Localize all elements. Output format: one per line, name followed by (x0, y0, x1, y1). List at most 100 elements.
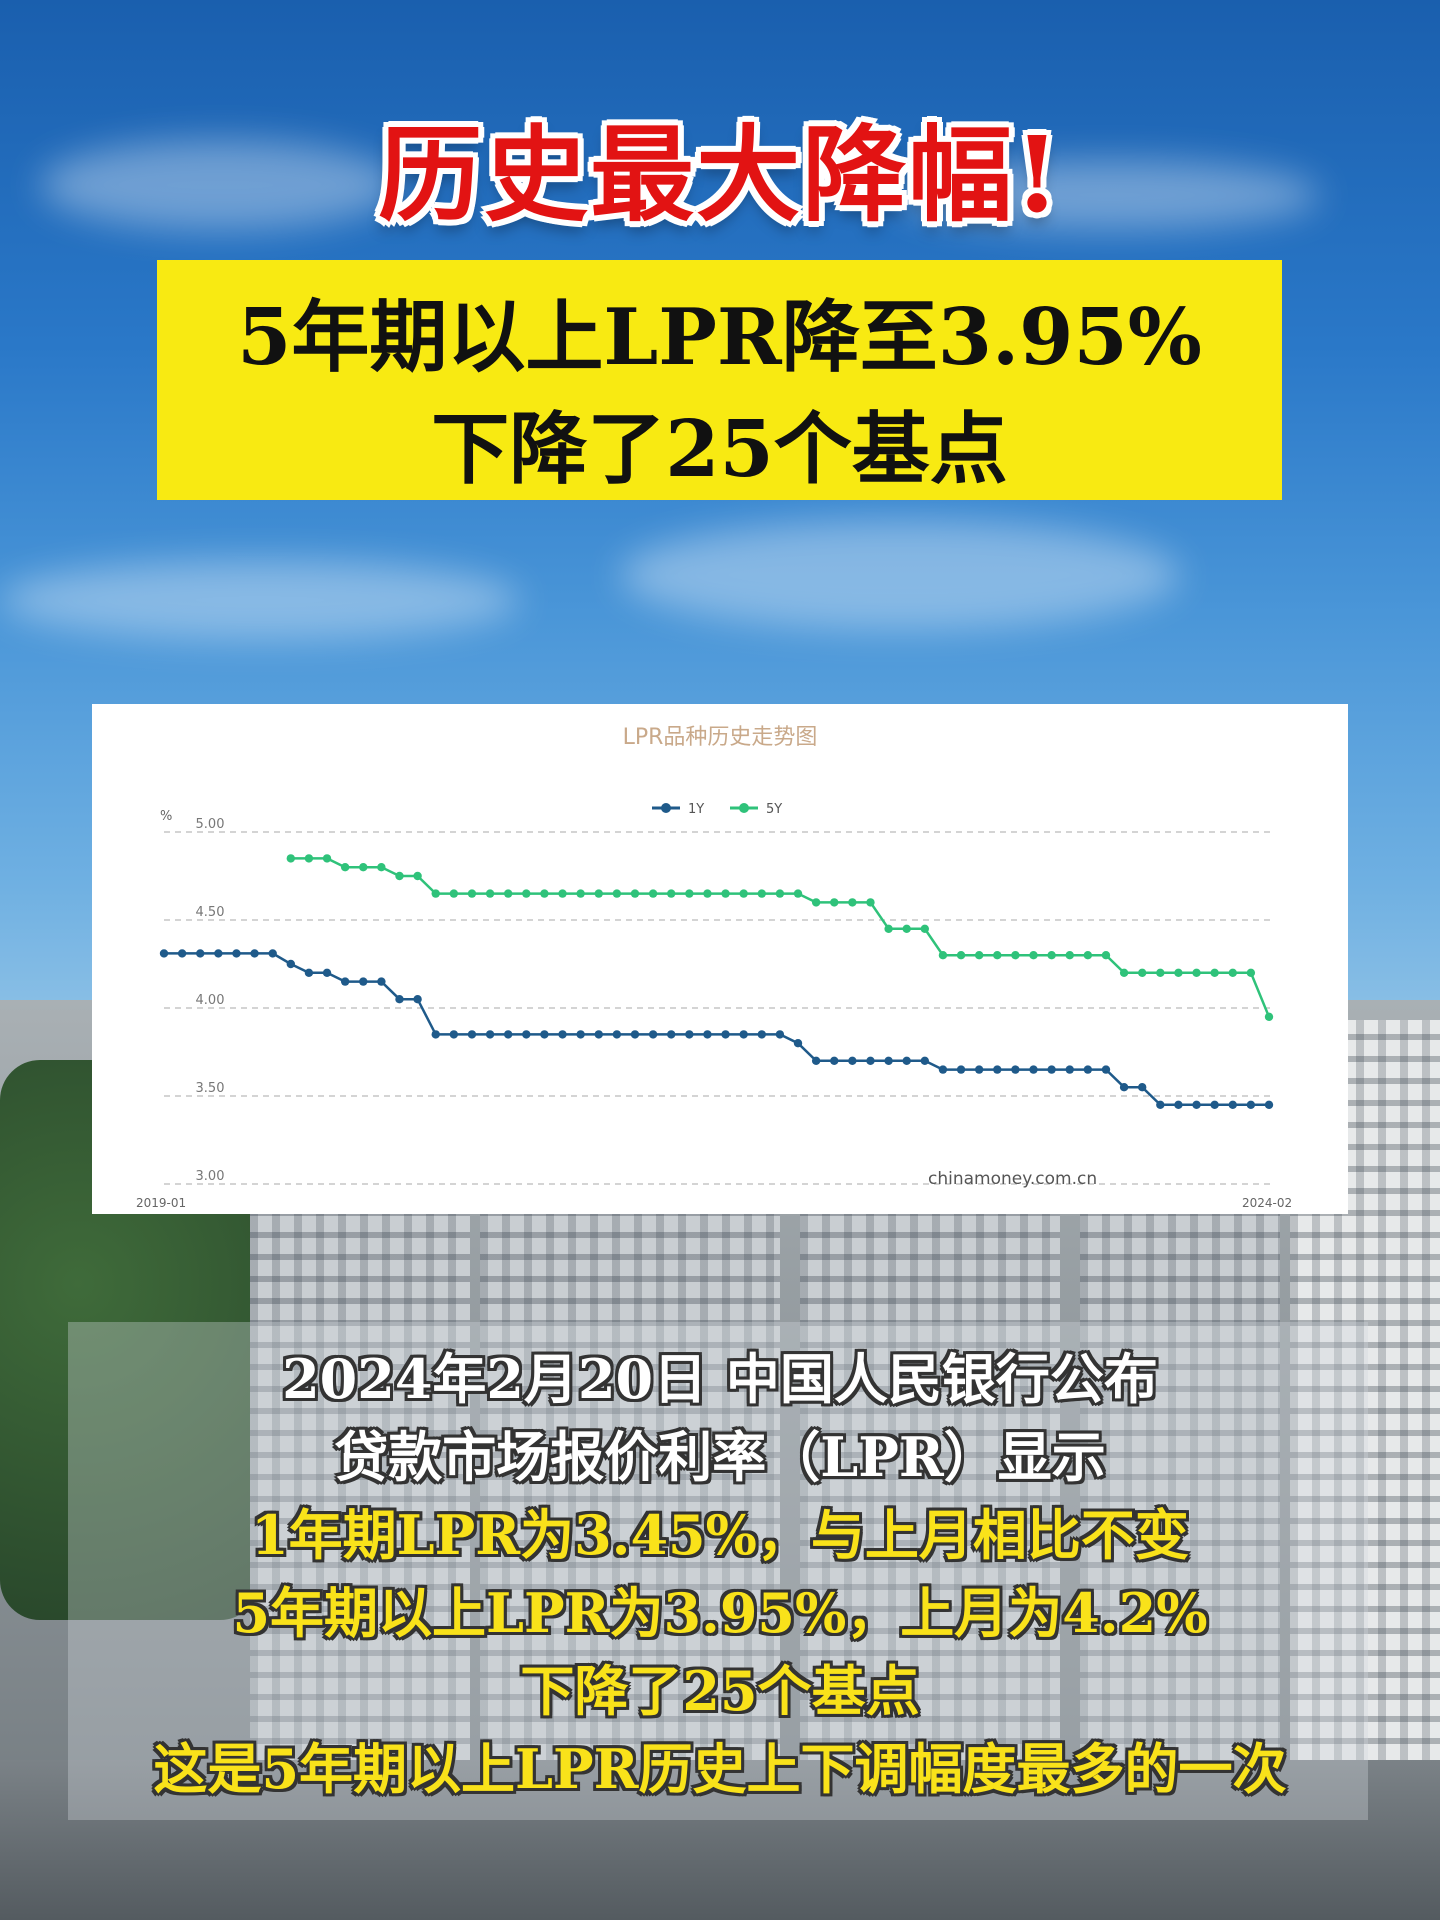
data-point-1Y (232, 949, 241, 958)
data-point-1Y (739, 1030, 748, 1039)
data-point-5Y (359, 863, 368, 872)
data-point-1Y (1228, 1100, 1237, 1109)
body-line-2: 贷款市场报价利率（LPR）显示 (334, 1425, 1106, 1489)
data-point-5Y (902, 924, 911, 933)
data-point-5Y (1228, 968, 1237, 977)
data-point-1Y (286, 959, 296, 969)
data-point-5Y (467, 889, 477, 898)
data-point-1Y (1029, 1065, 1038, 1074)
data-point-5Y (685, 889, 694, 898)
banner-line-2: 下降了25个基点 (431, 404, 1008, 495)
series-line-5Y (290, 857, 1271, 1018)
data-point-1Y (648, 1030, 658, 1039)
data-point-1Y (594, 1030, 603, 1039)
data-point-5Y (413, 871, 422, 881)
watermark: chinamoney.com.cn (928, 1169, 1097, 1189)
data-point-1Y (793, 1039, 803, 1048)
data-point-5Y (540, 889, 549, 898)
data-point-1Y (974, 1065, 984, 1074)
y-tick-label: 3.50 (196, 1081, 225, 1096)
data-point-5Y (503, 889, 513, 898)
data-point-1Y (340, 977, 350, 986)
data-point-5Y (1065, 951, 1074, 960)
data-point-1Y (558, 1030, 567, 1039)
legend-marker-5Y (739, 803, 749, 813)
body-line-6: 这是5年期以上LPR历史上下调幅度最多的一次 (153, 1737, 1287, 1801)
data-point-1Y (1246, 1100, 1256, 1109)
data-point-1Y (1011, 1065, 1020, 1074)
data-point-5Y (974, 951, 984, 960)
data-point-1Y (503, 1030, 513, 1039)
data-point-1Y (830, 1056, 839, 1065)
data-point-1Y (522, 1030, 531, 1039)
data-point-1Y (1083, 1065, 1093, 1074)
data-point-5Y (793, 889, 803, 898)
data-point-1Y (956, 1065, 966, 1074)
series-line-1Y (164, 952, 1269, 1107)
data-point-5Y (920, 924, 930, 933)
data-point-1Y (413, 995, 422, 1004)
data-point-5Y (648, 889, 658, 898)
data-point-1Y (395, 995, 404, 1004)
data-point-5Y (485, 889, 495, 898)
y-tick-label: 3.00 (196, 1169, 225, 1184)
data-point-1Y (1137, 1083, 1147, 1092)
data-point-5Y (286, 854, 296, 863)
data-point-1Y (884, 1056, 893, 1065)
data-point-5Y (667, 889, 676, 898)
headline: 历史最大降幅! (378, 113, 1062, 236)
data-point-1Y (322, 968, 332, 977)
legend-marker-1Y (661, 803, 671, 813)
data-point-5Y (1011, 951, 1020, 960)
data-point-5Y (775, 889, 785, 898)
data-point-5Y (522, 889, 531, 898)
data-point-5Y (866, 898, 875, 907)
data-point-1Y (159, 949, 169, 958)
chart-title: LPR品种历史走势图 (623, 725, 818, 750)
data-point-1Y (250, 949, 259, 958)
data-point-1Y (268, 949, 277, 958)
data-point-1Y (1101, 1065, 1111, 1074)
data-point-5Y (304, 854, 314, 863)
data-point-1Y (196, 949, 205, 958)
data-point-1Y (612, 1030, 622, 1039)
data-point-1Y (359, 977, 368, 986)
data-point-5Y (1083, 951, 1093, 960)
data-point-1Y (1210, 1100, 1219, 1109)
data-point-1Y (775, 1030, 785, 1039)
data-point-1Y (848, 1056, 857, 1065)
data-point-1Y (1264, 1100, 1274, 1109)
cloud (0, 560, 520, 640)
data-point-1Y (1156, 1100, 1165, 1109)
data-point-5Y (340, 863, 350, 872)
data-point-5Y (630, 889, 640, 898)
banner: 5年期以上LPR降至3.95% 下降了25个基点 (157, 260, 1282, 500)
data-point-5Y (395, 871, 404, 881)
data-point-5Y (612, 889, 622, 898)
data-point-1Y (757, 1030, 766, 1039)
data-point-5Y (1174, 968, 1183, 977)
data-point-5Y (1192, 968, 1201, 977)
data-point-5Y (1119, 968, 1129, 977)
y-tick-label: 5.00 (196, 817, 225, 832)
y-tick-label: 4.00 (196, 993, 225, 1008)
y-tick-label: 4.50 (196, 905, 225, 920)
data-point-1Y (431, 1030, 440, 1039)
data-point-5Y (576, 889, 585, 898)
data-point-1Y (540, 1030, 549, 1039)
data-point-1Y (703, 1030, 712, 1039)
banner-line-1: 5年期以上LPR降至3.95% (237, 292, 1202, 383)
data-point-5Y (721, 889, 730, 898)
data-point-5Y (1210, 968, 1219, 977)
data-point-1Y (1174, 1100, 1183, 1109)
legend-label-5Y: 5Y (766, 802, 782, 817)
data-point-1Y (1119, 1083, 1129, 1092)
data-point-5Y (830, 898, 839, 907)
x-tick-label-end: 2024-02 (1242, 1196, 1292, 1210)
data-point-5Y (848, 898, 857, 907)
data-point-1Y (938, 1065, 948, 1074)
data-point-5Y (884, 924, 893, 933)
data-point-5Y (377, 863, 386, 872)
text-panel (68, 1322, 1368, 1820)
data-point-5Y (322, 854, 332, 863)
